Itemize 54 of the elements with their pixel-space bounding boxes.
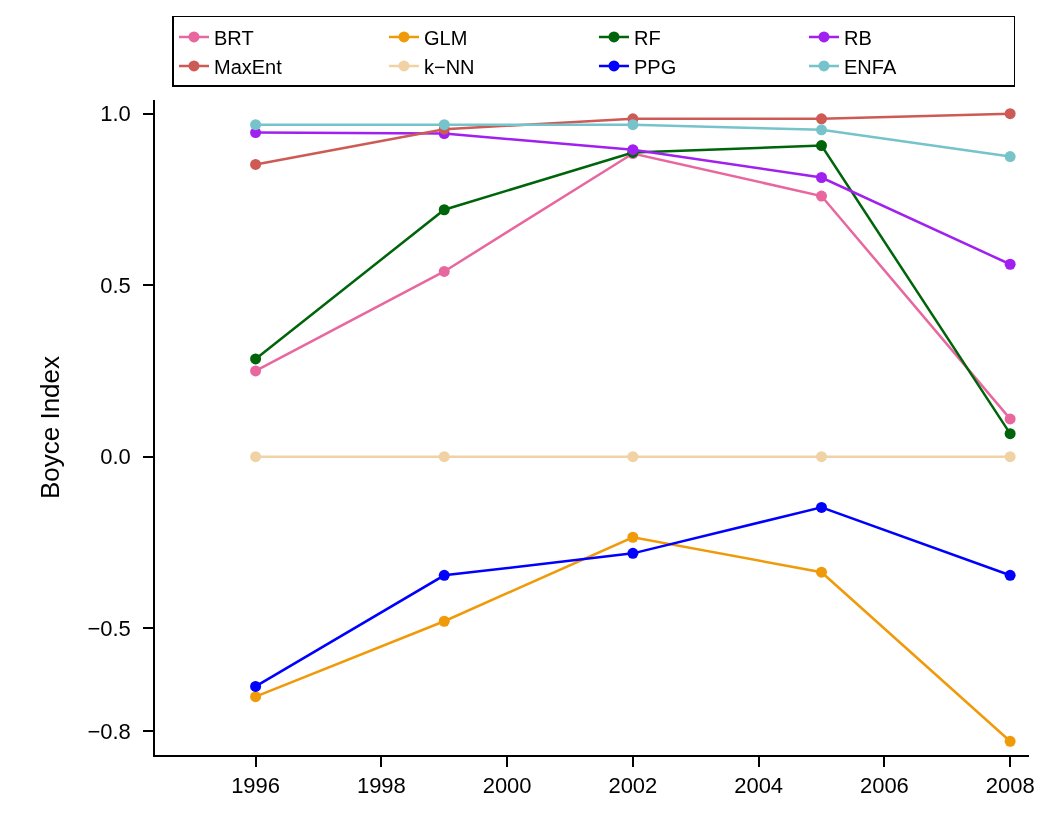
point	[438, 119, 450, 131]
point	[627, 531, 639, 543]
y-tick-label: −0.8	[87, 718, 131, 744]
point	[627, 451, 639, 463]
point	[438, 451, 450, 463]
point	[250, 680, 262, 692]
point	[438, 265, 450, 277]
point	[438, 569, 450, 581]
point	[1004, 451, 1016, 463]
point	[1004, 151, 1016, 163]
point	[816, 140, 827, 152]
point	[250, 365, 262, 377]
point	[1004, 413, 1016, 425]
legend-label: RF	[633, 26, 661, 49]
point	[816, 113, 827, 125]
point	[250, 353, 262, 365]
point	[250, 119, 262, 131]
point	[816, 124, 827, 136]
legend-label: PPG	[633, 55, 677, 78]
legend-label: ENFA	[843, 55, 897, 78]
x-tick-label: 2008	[985, 773, 1035, 799]
legend-label: GLM	[423, 26, 468, 49]
legend-label: k−NN	[423, 55, 475, 78]
point	[250, 691, 262, 703]
x-tick-label: 1998	[356, 773, 406, 799]
y-tick-label: 0.0	[100, 444, 131, 470]
point	[1004, 569, 1016, 581]
x-tick-label: 2000	[482, 773, 532, 799]
point	[816, 566, 827, 578]
point	[816, 451, 827, 463]
x-tick-label: 2004	[734, 773, 784, 799]
y-tick-label: 0.5	[100, 272, 131, 298]
point	[250, 451, 262, 463]
point	[816, 501, 827, 513]
point	[438, 204, 450, 216]
legend-label: MaxEnt	[213, 55, 283, 78]
point	[627, 547, 639, 559]
point	[250, 158, 262, 170]
point	[1004, 428, 1016, 440]
y-axis-title: Boyce Index	[35, 355, 66, 500]
point	[438, 615, 450, 627]
point	[816, 190, 827, 202]
x-tick-label: 2002	[608, 773, 658, 799]
y-tick-label: 1.0	[100, 101, 131, 127]
point	[1004, 108, 1016, 120]
point	[816, 172, 827, 183]
legend-label: BRT	[213, 26, 254, 49]
point	[627, 119, 639, 131]
x-tick-label: 2006	[859, 773, 909, 799]
x-tick-label: 1996	[231, 773, 281, 799]
point	[1004, 258, 1016, 270]
legend-label: RB	[843, 26, 872, 49]
point	[1004, 735, 1016, 747]
y-tick-label: −0.5	[87, 615, 131, 641]
